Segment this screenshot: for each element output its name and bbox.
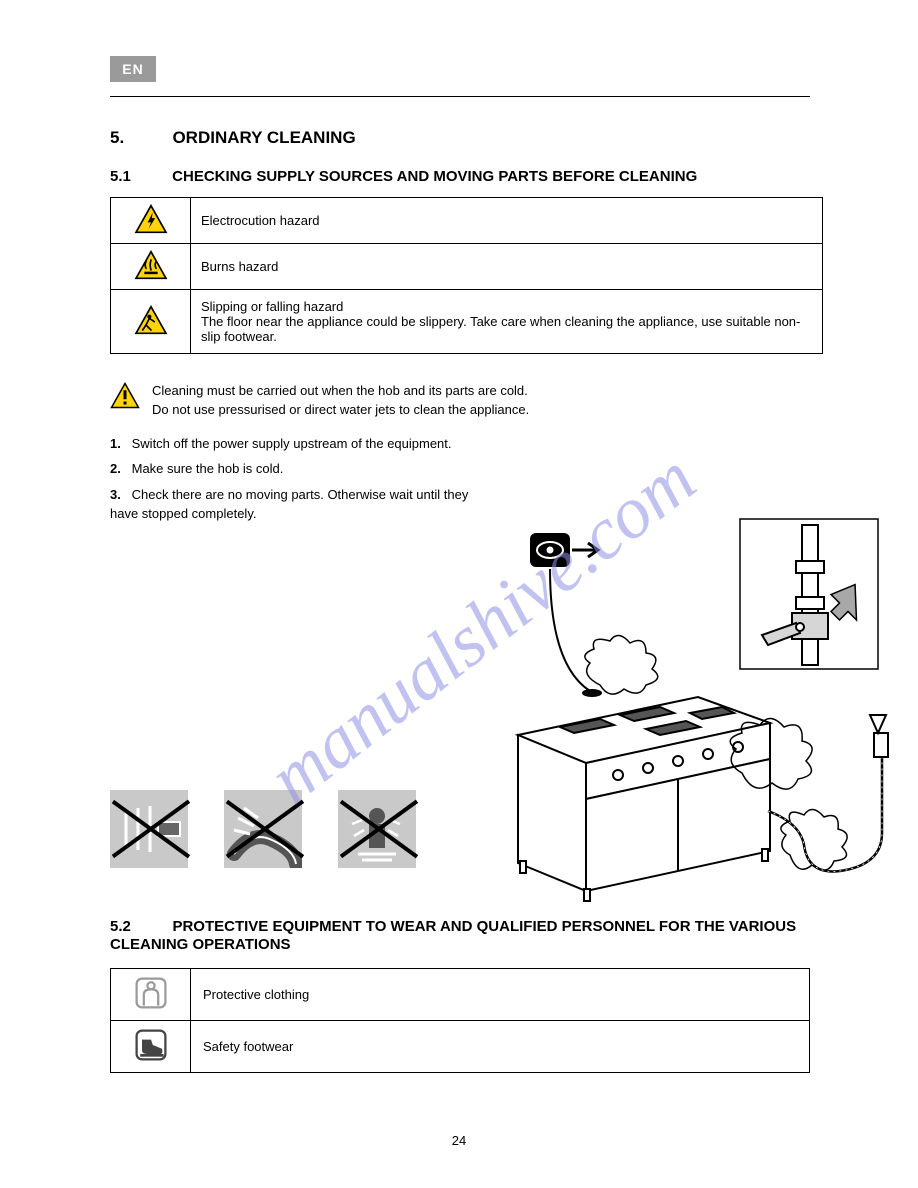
- language-badge: EN: [110, 56, 156, 82]
- step-2-text: Make sure the hob is cold.: [132, 461, 284, 476]
- section-5-heading: 5. ORDINARY CLEANING: [110, 128, 823, 148]
- section-5-2-number: 5.2: [110, 918, 168, 935]
- section-5-title: ORDINARY CLEANING: [172, 128, 355, 147]
- fall-hazard-icon: [111, 290, 191, 354]
- section-5-2-title: PROTECTIVE EQUIPMENT TO WEAR AND QUALIFI…: [110, 918, 796, 953]
- section-5-1-title: CHECKING SUPPLY SOURCES AND MOVING PARTS…: [172, 168, 697, 185]
- protective-clothing-icon: [111, 969, 191, 1021]
- step-1-text: Switch off the power supply upstream of …: [132, 436, 452, 451]
- instruction-2: 2. Make sure the hob is cold.: [110, 459, 500, 479]
- risk-burns-text: Burns hazard: [191, 244, 823, 290]
- header-rule: [110, 96, 810, 97]
- no-hose-icon: [224, 790, 302, 868]
- section-5-1-number: 5.1: [110, 168, 168, 185]
- step-3-text: Check there are no moving parts. Otherwi…: [110, 487, 468, 522]
- step-1-num: 1.: [110, 434, 128, 454]
- page-number: 24: [452, 1133, 466, 1148]
- section-5-1-heading: 5.1 CHECKING SUPPLY SOURCES AND MOVING P…: [110, 168, 823, 185]
- warning-line-2: Do not use pressurised or direct water j…: [152, 401, 529, 420]
- step-2-num: 2.: [110, 459, 128, 479]
- appliance-diagram: [490, 505, 890, 905]
- table-row: Burns hazard: [111, 244, 823, 290]
- instruction-1: 1. Switch off the power supply upstream …: [110, 434, 500, 454]
- table-row: Safety footwear: [111, 1021, 810, 1073]
- ppe-clothing-text: Protective clothing: [191, 969, 810, 1021]
- safety-footwear-icon: [111, 1021, 191, 1073]
- risk-table: Electrocution hazard Burns hazard Slip: [110, 197, 823, 354]
- no-jet-spray-icon: [110, 790, 188, 868]
- prohibition-row: [110, 790, 416, 868]
- ppe-footwear-text: Safety footwear: [191, 1021, 810, 1073]
- no-splash-icon: [338, 790, 416, 868]
- warning-block: Cleaning must be carried out when the ho…: [110, 382, 823, 420]
- section-5-2-heading: 5.2 PROTECTIVE EQUIPMENT TO WEAR AND QUA…: [110, 918, 810, 954]
- ppe-table: Protective clothing Safety footwear: [110, 968, 810, 1073]
- risk-electrocution-text: Electrocution hazard: [191, 198, 823, 244]
- warning-icon: [110, 382, 140, 414]
- risk-slip-text: Slipping or falling hazard The floor nea…: [191, 290, 823, 354]
- table-row: Electrocution hazard: [111, 198, 823, 244]
- section-5-number: 5.: [110, 128, 168, 148]
- table-row: Protective clothing: [111, 969, 810, 1021]
- table-row: Slipping or falling hazard The floor nea…: [111, 290, 823, 354]
- warning-line-1: Cleaning must be carried out when the ho…: [152, 382, 529, 401]
- lightning-hazard-icon: [111, 198, 191, 244]
- step-3-num: 3.: [110, 485, 128, 505]
- warning-text: Cleaning must be carried out when the ho…: [152, 382, 529, 420]
- hot-surface-hazard-icon: [111, 244, 191, 290]
- instruction-3: 3. Check there are no moving parts. Othe…: [110, 485, 500, 524]
